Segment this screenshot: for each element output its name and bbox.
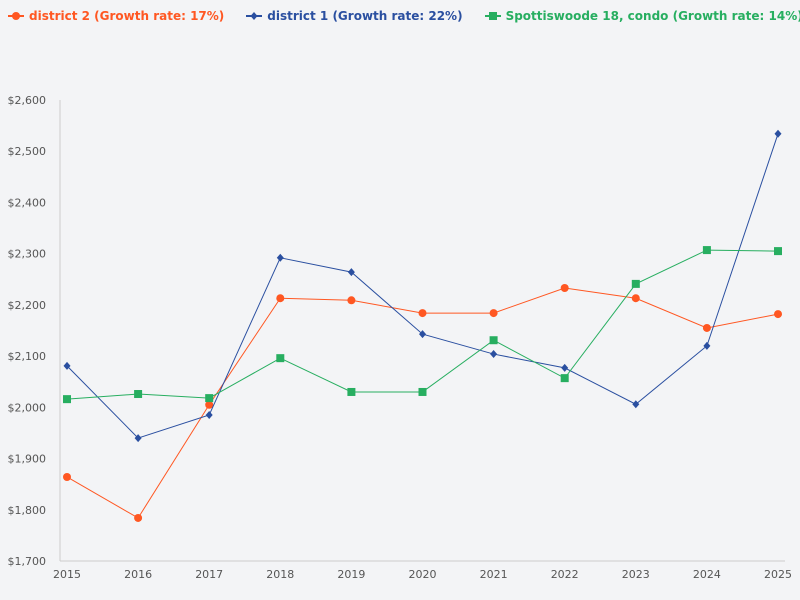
data-point	[561, 363, 569, 372]
data-point	[774, 129, 782, 138]
x-tick-label: 2017	[195, 568, 223, 581]
y-tick-label: $2,400	[8, 196, 47, 209]
x-tick-label: 2016	[124, 568, 152, 581]
data-point	[489, 336, 498, 345]
diamond-marker-icon	[246, 12, 263, 20]
legend: district 2 (Growth rate: 17%) district 1 …	[8, 9, 800, 23]
data-point	[347, 296, 356, 305]
data-point	[347, 387, 356, 396]
x-tick-label: 2019	[337, 568, 365, 581]
legend-label: district 2 (Growth rate: 17%)	[29, 9, 225, 23]
data-point	[774, 310, 782, 319]
data-point	[774, 247, 782, 256]
data-point	[490, 350, 498, 359]
x-tick-label: 2020	[409, 568, 437, 581]
data-point	[632, 400, 640, 409]
data-point	[560, 283, 569, 292]
y-tick-label: $2,000	[8, 401, 47, 414]
data-point	[560, 374, 569, 383]
data-point	[489, 309, 498, 318]
data-point	[205, 411, 213, 420]
data-point	[134, 390, 143, 399]
circle-marker-icon	[8, 12, 24, 20]
data-point	[703, 341, 711, 350]
data-point	[276, 253, 284, 262]
data-point	[276, 294, 285, 303]
y-tick-label: $2,100	[8, 350, 47, 363]
x-tick-label: 2018	[266, 568, 294, 581]
data-point	[347, 268, 355, 277]
legend-label: district 1 (Growth rate: 22%)	[267, 9, 463, 23]
y-tick-label: $2,200	[8, 299, 47, 312]
data-point	[205, 400, 214, 409]
square-marker-icon	[484, 12, 501, 20]
y-tick-label: $1,900	[8, 453, 47, 466]
y-tick-label: $1,800	[8, 504, 47, 517]
data-point	[134, 434, 142, 443]
series-line	[66, 249, 779, 400]
data-point	[702, 323, 711, 332]
legend-label: Spottiswoode 18, condo (Growth rate: 14%…	[505, 9, 800, 23]
data-point	[134, 513, 143, 522]
legend-item[interactable]: district 1 (Growth rate: 22%)	[246, 9, 463, 23]
series-line	[66, 287, 779, 519]
legend-item[interactable]: district 2 (Growth rate: 17%)	[8, 9, 224, 23]
data-point	[419, 330, 426, 339]
data-point	[702, 246, 711, 255]
data-point	[63, 395, 71, 404]
data-point	[63, 472, 71, 481]
legend-item[interactable]: Spottiswoode 18, condo (Growth rate: 14%…	[484, 9, 800, 23]
x-tick-label: 2021	[480, 568, 508, 581]
data-point	[276, 354, 285, 363]
data-point	[418, 309, 427, 318]
y-tick-label: $2,300	[8, 248, 47, 261]
data-point	[418, 387, 427, 396]
data-point	[631, 294, 640, 303]
x-tick-label: 2015	[53, 568, 81, 581]
y-tick-label: $1,700	[8, 555, 47, 568]
y-tick-label: $2,500	[8, 145, 47, 158]
x-tick-label: 2024	[693, 568, 721, 581]
data-point	[63, 361, 71, 370]
x-tick-label: 2022	[551, 568, 579, 581]
data-point	[631, 279, 640, 288]
x-tick-label: 2025	[764, 568, 792, 581]
y-tick-label: $2,600	[8, 94, 47, 107]
data-point	[205, 394, 214, 403]
x-tick-label: 2023	[622, 568, 650, 581]
